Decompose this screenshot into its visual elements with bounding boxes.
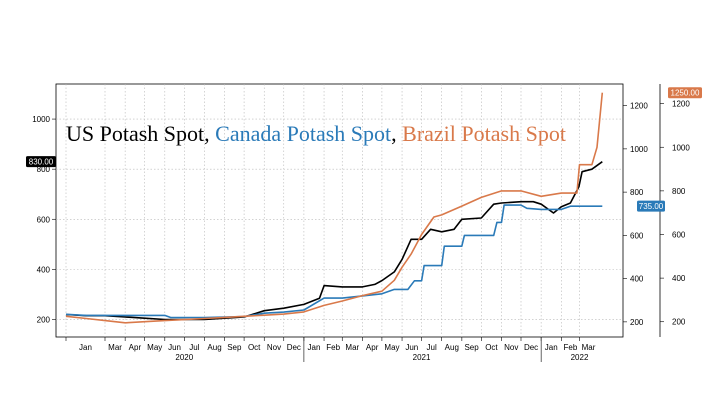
last-value-tag-bg	[637, 200, 665, 212]
x-tick-label: Jan	[545, 343, 558, 352]
x-tick-label: Jul	[427, 343, 437, 352]
series-lines	[65, 92, 604, 324]
x-tick-label: Feb	[564, 343, 578, 352]
inner-right-tick-label: 200	[630, 318, 644, 327]
year-label: 2020	[175, 353, 193, 362]
last-value-tag: 735.00	[637, 200, 665, 212]
x-tick-label: Dec	[524, 343, 538, 352]
x-tick-label: Dec	[287, 343, 301, 352]
x-tick-label: Jul	[189, 343, 199, 352]
x-tick-label: Jan	[308, 343, 321, 352]
chart-title-part: ,	[204, 121, 215, 146]
left-axis-ticks: 200 400 600 800 1000	[32, 115, 56, 324]
x-tick-label: Apr	[129, 343, 142, 352]
gridlines	[56, 84, 623, 337]
outer-right-tick-label: 200	[672, 318, 686, 327]
x-tick-label: Apr	[366, 343, 379, 352]
left-tick-label: 200	[37, 315, 51, 324]
outer-right-tick-label: 1200	[672, 100, 690, 109]
x-tick-label: Mar	[582, 343, 596, 352]
chart-title: US Potash Spot, Canada Potash Spot, Braz…	[66, 121, 566, 146]
x-tick-label: May	[384, 343, 399, 352]
x-tick-label: Mar	[108, 343, 122, 352]
chart-title-part: Brazil Potash Spot	[402, 121, 566, 146]
x-tick-label: Aug	[445, 343, 459, 352]
outer-right-tick-label: 600	[672, 230, 686, 239]
last-value-tag-label: 735.00	[639, 202, 664, 211]
x-tick-label: Sep	[227, 343, 242, 352]
x-tick-label: Oct	[485, 343, 498, 352]
inner-right-tick-label: 1000	[630, 145, 648, 154]
last-value-tag-bg	[668, 87, 702, 99]
x-tick-label: Nov	[504, 343, 518, 352]
x-axis-ticks: Jan Mar Apr May Jun Jul Aug Sep Oct Nov Dec Jan Feb M…	[65, 337, 596, 362]
outer-right-tick-label: 400	[672, 274, 686, 283]
last-value-tag-bg	[26, 156, 56, 168]
last-value-tag: 1250.00	[668, 87, 702, 99]
left-tick-label: 400	[37, 265, 51, 274]
x-tick-label: Jan	[79, 343, 92, 352]
x-tick-label: Feb	[326, 343, 340, 352]
series-line	[65, 204, 603, 319]
x-tick-label: Sep	[464, 343, 479, 352]
inner-right-tick-label: 600	[630, 231, 644, 240]
x-tick-label: Mar	[345, 343, 359, 352]
last-value-tag-label: 1250.00	[671, 89, 700, 98]
x-tick-label: Jun	[168, 343, 181, 352]
x-tick-label: Oct	[248, 343, 261, 352]
inner-right-tick-label: 1200	[630, 102, 648, 111]
x-tick-label: Jun	[405, 343, 418, 352]
x-tick-label: Nov	[267, 343, 281, 352]
year-label: 2021	[413, 353, 431, 362]
last-value-tag-label: 830.00	[29, 158, 54, 167]
last-value-tags: 830.00 735.00 1250.00	[26, 87, 702, 212]
last-value-tag: 830.00	[26, 156, 56, 168]
x-tick-label: May	[147, 343, 162, 352]
x-tick-label: Aug	[207, 343, 221, 352]
chart-title-part: Canada Potash Spot	[215, 121, 391, 146]
chart-title-part: US Potash Spot	[66, 121, 204, 146]
left-tick-label: 1000	[32, 115, 50, 124]
inner-right-tick-label: 800	[630, 188, 644, 197]
left-tick-label: 800	[37, 165, 51, 174]
inner-right-axis-ticks: 200 400 600 800 1000 1200	[623, 102, 648, 327]
inner-right-tick-label: 400	[630, 275, 644, 284]
x-axis-year-labels: 2020 2021 2022	[175, 353, 589, 362]
chart-title-part: ,	[391, 121, 402, 146]
outer-right-tick-label: 1000	[672, 143, 690, 152]
outer-right-axis-ticks: 200 400 600 800 1000 1200	[660, 100, 690, 327]
series-line	[65, 92, 604, 324]
left-tick-label: 600	[37, 215, 51, 224]
outer-right-tick-label: 800	[672, 187, 686, 196]
plot-frame	[55, 83, 624, 338]
year-label: 2022	[571, 353, 589, 362]
